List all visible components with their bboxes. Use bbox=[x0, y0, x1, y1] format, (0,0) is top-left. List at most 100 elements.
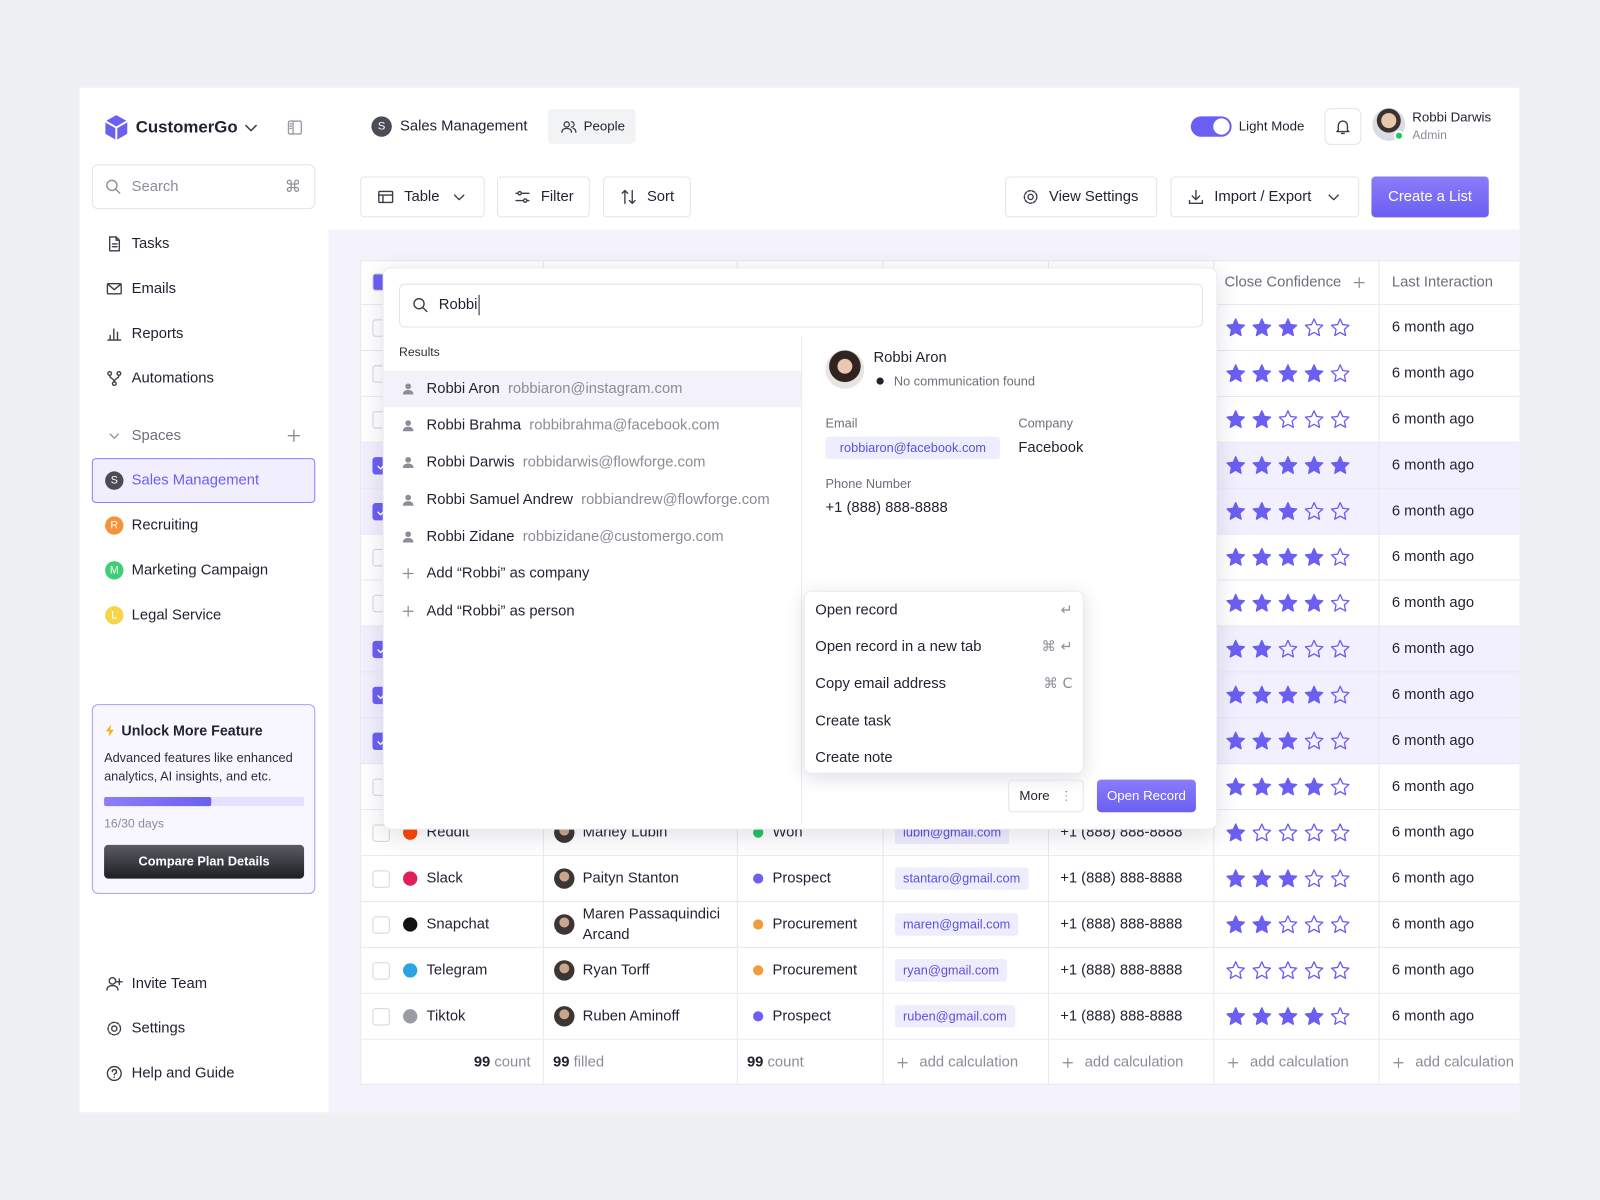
menu-item[interactable]: Create note bbox=[815, 749, 893, 767]
add-calculation[interactable]: add calculation bbox=[1084, 1054, 1184, 1071]
icon-part bbox=[522, 198, 528, 203]
star-rating[interactable] bbox=[1224, 913, 1357, 935]
person-name: Ryan Torff bbox=[582, 962, 650, 979]
star-rating[interactable] bbox=[1224, 867, 1357, 889]
toolbar-button[interactable] bbox=[496, 176, 590, 218]
icon-part bbox=[405, 531, 412, 537]
detail-status: No communication found bbox=[893, 374, 1035, 389]
email-chip[interactable]: stantaro@gmail.com bbox=[894, 867, 1029, 890]
company-name: Telegram bbox=[426, 962, 488, 979]
footer-nav-icon bbox=[106, 977, 123, 991]
nav-item[interactable]: Tasks bbox=[131, 235, 170, 253]
icon-part bbox=[1065, 799, 1068, 801]
star-rating[interactable] bbox=[1224, 316, 1357, 338]
cell-divider bbox=[1213, 810, 1215, 857]
toolbar-icon bbox=[1023, 190, 1038, 204]
toolbar-button[interactable] bbox=[1170, 176, 1360, 218]
star-rating[interactable] bbox=[1224, 454, 1357, 476]
icon-part bbox=[107, 328, 122, 341]
workspace-name[interactable]: Sales Management bbox=[399, 118, 528, 135]
cell-divider bbox=[1213, 856, 1215, 903]
email-chip[interactable]: ryan@gmail.com bbox=[894, 959, 1008, 982]
star-rating[interactable] bbox=[1224, 408, 1357, 430]
star-rating[interactable] bbox=[1224, 362, 1357, 384]
result-item[interactable]: Robbi Aron robbiaron@instagram.com bbox=[427, 379, 683, 399]
add-option[interactable]: Add “Robbi” as company bbox=[426, 565, 590, 582]
menu-item[interactable]: Open record bbox=[815, 602, 898, 619]
detail-email-chip[interactable]: robbiaron@facebook.com bbox=[825, 436, 1001, 460]
icon-part bbox=[560, 120, 576, 133]
open-record-button[interactable]: Open Record bbox=[1096, 779, 1196, 813]
cell-divider bbox=[882, 902, 884, 948]
people-tab[interactable] bbox=[547, 109, 636, 144]
nav-item[interactable]: Reports bbox=[131, 325, 184, 342]
star bbox=[1252, 915, 1272, 934]
star-rating[interactable] bbox=[1224, 821, 1357, 843]
space-name[interactable]: Legal Service bbox=[131, 607, 222, 624]
footer-nav-item[interactable]: Help and Guide bbox=[131, 1065, 235, 1082]
cell-divider bbox=[1047, 993, 1049, 1040]
last-interaction: 6 month ago bbox=[1391, 686, 1475, 704]
nav-item[interactable]: Automations bbox=[131, 370, 214, 387]
menu-item[interactable]: Copy email address bbox=[815, 675, 947, 693]
icon-part bbox=[1023, 190, 1038, 204]
star-rating[interactable] bbox=[1224, 638, 1357, 660]
result-item[interactable]: Robbi Samuel Andrew robbiandrew@flowforg… bbox=[427, 489, 770, 509]
space-name[interactable]: Sales Management bbox=[131, 472, 260, 489]
email-chip[interactable]: ruben@gmail.com bbox=[894, 1005, 1015, 1028]
row-checkbox[interactable] bbox=[372, 1008, 390, 1026]
company-icon bbox=[403, 917, 418, 932]
notification-button[interactable] bbox=[1324, 108, 1362, 145]
space-name[interactable]: Marketing Campaign bbox=[131, 562, 269, 579]
cell-divider bbox=[1047, 902, 1049, 948]
menu-item[interactable]: Open record in a new tab bbox=[815, 638, 982, 656]
star-rating[interactable] bbox=[1224, 730, 1357, 752]
star bbox=[1278, 547, 1298, 566]
row-checkbox[interactable] bbox=[372, 824, 390, 842]
total-value: 99 bbox=[473, 1054, 491, 1071]
star-rating[interactable] bbox=[1224, 592, 1357, 614]
more-button[interactable]: More bbox=[1008, 779, 1084, 813]
star-rating[interactable] bbox=[1224, 1005, 1357, 1027]
compare-button[interactable]: Compare Plan Details bbox=[104, 844, 305, 879]
result-item[interactable]: Robbi Zidane robbizidane@customergo.com bbox=[427, 526, 724, 546]
result-item[interactable]: Robbi Darwis robbidarwis@flowforge.com bbox=[427, 452, 706, 472]
space-name[interactable]: Recruiting bbox=[131, 517, 199, 534]
field-label: Phone Number bbox=[825, 476, 912, 491]
row-checkbox[interactable] bbox=[372, 962, 390, 980]
star-rating[interactable] bbox=[1224, 546, 1357, 568]
toolbar-button[interactable] bbox=[360, 176, 485, 218]
star bbox=[1226, 501, 1246, 520]
row-checkbox[interactable] bbox=[372, 870, 390, 888]
nav-item[interactable]: Emails bbox=[131, 280, 177, 297]
result-item[interactable]: Robbi Brahma robbibrahma@facebook.com bbox=[427, 415, 720, 435]
add-column bbox=[1353, 277, 1365, 289]
toolbar-button[interactable] bbox=[1005, 176, 1158, 218]
star-rating[interactable] bbox=[1224, 959, 1357, 981]
last-interaction: 6 month ago bbox=[1391, 365, 1475, 382]
star-rating[interactable] bbox=[1224, 500, 1357, 522]
footer-nav-item[interactable]: Settings bbox=[131, 1020, 186, 1037]
cell-divider bbox=[1378, 718, 1380, 765]
add-calculation[interactable]: add calculation bbox=[1415, 1054, 1515, 1071]
footer-nav-item[interactable]: Invite Team bbox=[131, 975, 208, 992]
star-rating[interactable] bbox=[1224, 684, 1357, 706]
add-calculation[interactable]: add calculation bbox=[1249, 1054, 1349, 1071]
toolbar-button[interactable] bbox=[603, 176, 691, 218]
phone: +1 (888) 888-8888 bbox=[1060, 870, 1183, 887]
stage-dot bbox=[753, 1011, 764, 1022]
create-list-button[interactable]: Create a List bbox=[1371, 176, 1489, 218]
add-option[interactable]: Add “Robbi” as person bbox=[426, 602, 575, 619]
sidebar-search[interactable] bbox=[91, 164, 316, 210]
add-calculation[interactable]: add calculation bbox=[919, 1054, 1019, 1071]
total-value: 99 bbox=[746, 1054, 764, 1071]
row-checkbox[interactable] bbox=[372, 916, 390, 934]
email-chip[interactable]: maren@gmail.com bbox=[894, 913, 1019, 936]
mode-label: Light Mode bbox=[1238, 118, 1305, 134]
stage-label: Prospect bbox=[772, 870, 831, 887]
menu-shortcut: ⌘ ↵ bbox=[1041, 638, 1073, 656]
star bbox=[1330, 731, 1350, 750]
menu-item[interactable]: Create task bbox=[815, 712, 891, 730]
total-value: 99 bbox=[553, 1054, 570, 1071]
star-rating[interactable] bbox=[1224, 776, 1357, 798]
